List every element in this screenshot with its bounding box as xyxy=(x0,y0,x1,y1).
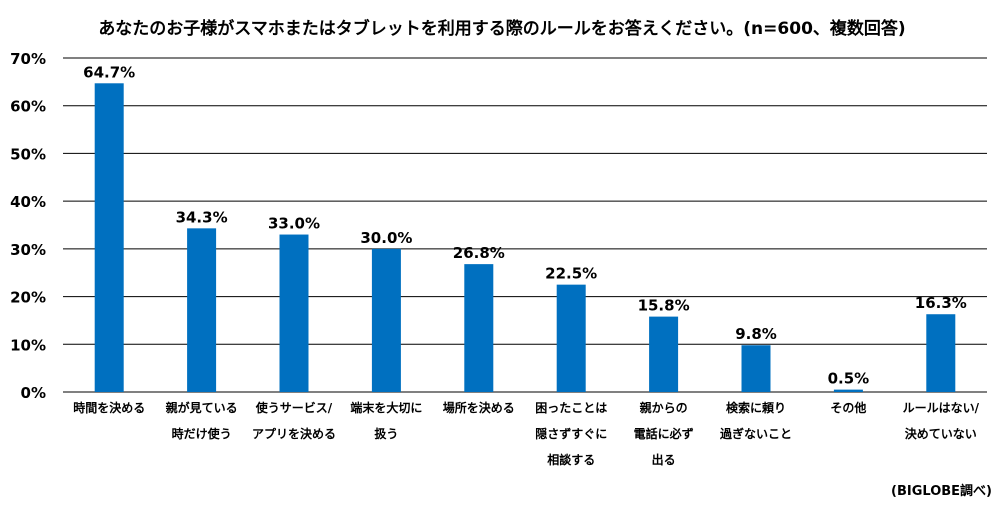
value-label: 22.5% xyxy=(545,265,597,283)
bar xyxy=(371,248,401,392)
bars xyxy=(94,83,956,392)
y-tick-label: 70% xyxy=(10,50,46,68)
bar-chart: 0% 10% 20% 30% 40% 50% 60% 70% 64.7% 34.3% 33.0% 3… xyxy=(10,50,987,467)
value-label: 30.0% xyxy=(360,229,412,247)
bar xyxy=(464,264,494,392)
x-tick-label: 場所を決める xyxy=(443,400,515,415)
chart-title: あなたのお子様がスマホまたはタブレットを利用する際のルールをお答えください。(n… xyxy=(98,19,906,39)
y-tick-label: 30% xyxy=(10,241,46,259)
bar xyxy=(556,284,586,392)
x-tick-label: 端末を大切に扱う xyxy=(350,400,422,441)
x-tick-label: 困ったことは隠さずすぐに相談する xyxy=(535,401,607,467)
y-tick-label: 0% xyxy=(21,384,46,402)
y-tick-label: 50% xyxy=(10,145,46,163)
bar xyxy=(741,345,771,392)
x-tick-label: 親からの電話に必ず出る xyxy=(634,400,694,467)
value-label: 9.8% xyxy=(735,325,777,343)
value-label: 34.3% xyxy=(176,208,228,226)
y-tick-label: 60% xyxy=(10,98,46,116)
value-label: 33.0% xyxy=(268,215,320,233)
grid-lines xyxy=(63,57,987,393)
value-label: 0.5% xyxy=(828,370,870,388)
x-tick-label: 使うサービス/アプリを決める xyxy=(252,400,336,441)
x-tick-label: 検索に頼り過ぎないこと xyxy=(719,400,792,441)
bar xyxy=(94,83,124,392)
bar xyxy=(187,228,217,392)
bar xyxy=(279,234,309,392)
x-tick-label: ルールはない/決めていない xyxy=(903,401,980,441)
value-label: 15.8% xyxy=(638,297,690,315)
y-tick-label: 10% xyxy=(10,336,46,354)
y-axis-ticks: 0% 10% 20% 30% 40% 50% 60% 70% xyxy=(10,50,46,402)
value-label: 64.7% xyxy=(83,63,135,81)
x-tick-label: その他 xyxy=(830,400,866,415)
x-tick-label: 親が見ている時だけ使う xyxy=(166,400,238,441)
y-tick-label: 40% xyxy=(10,193,46,211)
value-label: 16.3% xyxy=(915,294,967,312)
value-label: 26.8% xyxy=(453,244,505,262)
value-labels: 64.7% 34.3% 33.0% 30.0% 26.8% 22.5% 15.8% 9.8% 0… xyxy=(83,63,967,387)
source-note: (BIGLOBE調べ) xyxy=(891,484,992,499)
bar xyxy=(926,314,956,392)
bar xyxy=(833,389,863,392)
x-tick-label: 時間を決める xyxy=(73,400,145,415)
y-tick-label: 20% xyxy=(10,289,46,307)
bar xyxy=(649,316,679,392)
